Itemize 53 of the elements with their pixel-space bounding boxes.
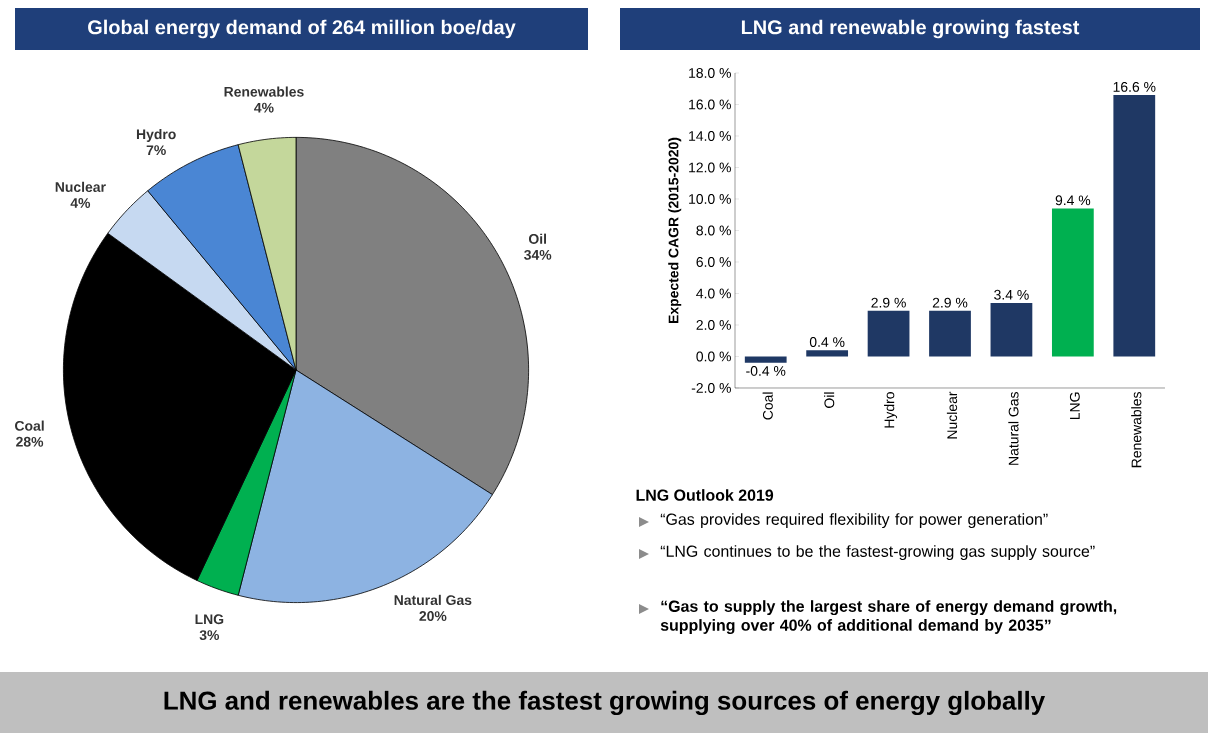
bar [1051,208,1094,357]
y-tick-label: 12.0 % [689,162,731,173]
text: LNG and renewables are the fastest growing sources of energy globally [164,690,1046,716]
y-tick-label: 8.0 % [696,225,731,236]
y-tick-label: 16.0 % [689,99,731,110]
x-tick-label: Hydro [884,392,898,428]
bar [806,350,849,357]
bar [929,310,971,357]
slice-label: Oil [528,233,547,244]
slice-label: Hydro [136,128,176,142]
y-tick-label: -2.0 % [691,383,731,393]
data-label: 34% [524,249,552,260]
y-axis-title: Expected CAGR (2015-2020) [668,137,682,323]
bar [990,302,1033,357]
data-label: 9.4 % [1055,195,1091,206]
y-tick-label: 2.0 % [696,320,731,330]
text: “Gas provides required flexibility for power generation” [660,513,1048,529]
data-label: 16.6 % [1113,81,1156,92]
y-tick-label: 18.0 % [689,68,731,78]
data-label: 4% [254,102,274,113]
bar [1113,95,1156,357]
data-label: 4% [70,198,91,208]
chart-title: LNG and renewable growing fastest [741,19,1080,39]
slice-label: Nuclear [55,181,106,193]
bar [744,356,787,363]
data-label: 3.4 % [994,289,1029,300]
bar [867,310,910,357]
x-tick-label: Nuclear [946,391,958,439]
data-label: 28% [16,436,44,447]
x-tick-label: Coal [762,392,773,420]
chart-title: Global energy demand of 264 million boe/day [88,19,516,39]
data-label: -0.4 % [746,365,786,376]
data-label: 2.9 % [871,297,906,308]
y-tick-label: 14.0 % [689,131,731,141]
data-label: 3% [199,630,220,641]
data-label: 7% [146,145,166,156]
x-tick-label: Oil [824,392,835,408]
text: “LNG continues to be the fastest-growing gas supply source” [660,545,1095,561]
slice-label: Renewables [224,86,304,97]
text: “Gas to supply the largest share of energy demand growth, supplying over 40% of additional demand by 2035” [660,600,1117,635]
text: LNG Outlook 2019 [636,489,774,501]
x-tick-label: Natural Gas [1008,392,1019,465]
slice-label: Natural Gas [394,594,472,606]
data-label: 0.4 % [809,337,845,347]
slice-label: LNG [195,614,224,625]
data-label: 2.9 % [932,297,968,308]
y-tick-label: 10.0 % [689,194,731,204]
data-label: 20% [419,611,447,621]
y-tick-label: 4.0 % [696,288,731,299]
x-tick-label: LNG [1069,392,1080,420]
y-tick-label: 6.0 % [696,257,731,267]
y-tick-label: 0.0 % [696,351,731,362]
x-tick-label: Renewables [1131,392,1142,468]
